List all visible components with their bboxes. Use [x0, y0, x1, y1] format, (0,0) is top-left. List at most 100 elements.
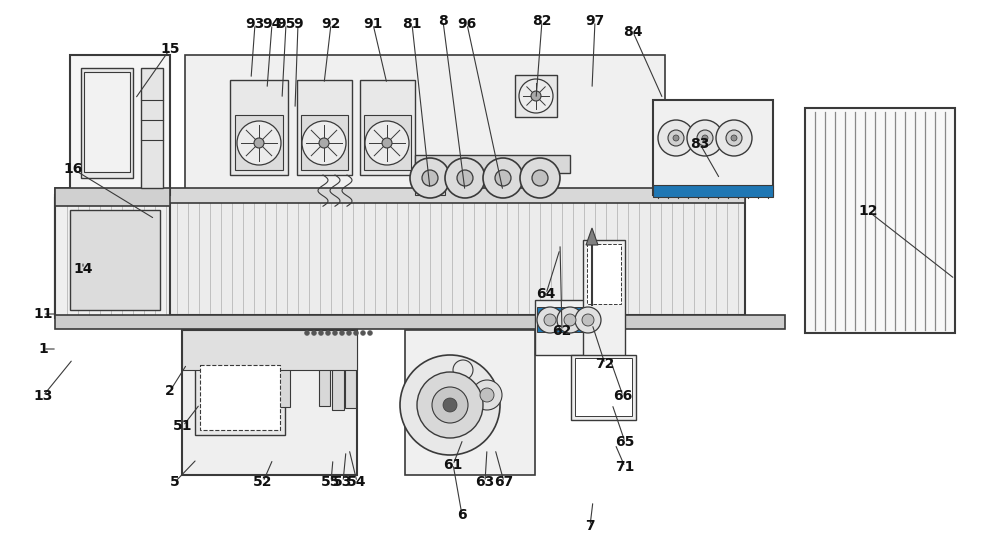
Circle shape	[495, 170, 511, 186]
Circle shape	[422, 170, 438, 186]
Bar	[55, 198, 170, 318]
Circle shape	[365, 121, 409, 165]
Circle shape	[453, 360, 473, 380]
Circle shape	[311, 330, 316, 335]
Circle shape	[697, 130, 713, 146]
Circle shape	[302, 121, 346, 165]
Bar	[185, 55, 665, 195]
Circle shape	[339, 330, 344, 335]
Text: 66: 66	[613, 389, 633, 403]
Text: 8: 8	[438, 14, 448, 28]
Bar	[364, 115, 411, 170]
Text: 97: 97	[585, 14, 605, 28]
Circle shape	[582, 314, 594, 326]
Circle shape	[658, 120, 694, 156]
Circle shape	[731, 135, 737, 141]
Bar	[268, 355, 290, 407]
Bar	[230, 80, 288, 175]
Circle shape	[237, 121, 281, 165]
Bar	[587, 244, 621, 304]
Circle shape	[520, 158, 560, 198]
Circle shape	[544, 314, 556, 326]
Circle shape	[519, 79, 553, 113]
Circle shape	[480, 388, 494, 402]
Text: 83: 83	[690, 137, 710, 151]
Polygon shape	[586, 228, 598, 245]
Bar	[653, 100, 773, 195]
Text: 55: 55	[321, 475, 341, 489]
Circle shape	[702, 135, 708, 141]
Bar	[583, 240, 625, 360]
Bar	[345, 352, 356, 408]
Bar	[182, 330, 357, 370]
Bar	[653, 185, 773, 197]
Circle shape	[353, 330, 358, 335]
Text: 81: 81	[402, 17, 422, 31]
Bar	[200, 365, 280, 430]
Text: 54: 54	[347, 475, 367, 489]
Text: 95: 95	[276, 17, 296, 31]
Bar	[415, 155, 570, 173]
Text: 84: 84	[623, 25, 643, 39]
Bar	[182, 330, 357, 475]
Bar	[297, 80, 352, 175]
Text: 16: 16	[63, 162, 83, 176]
Circle shape	[346, 330, 351, 335]
Text: 94: 94	[262, 17, 282, 31]
Text: 2: 2	[165, 384, 175, 398]
Circle shape	[575, 307, 601, 333]
Bar	[70, 210, 160, 310]
Text: 5: 5	[170, 475, 180, 489]
Text: 1: 1	[38, 342, 48, 356]
Bar	[332, 350, 344, 410]
Circle shape	[410, 158, 450, 198]
Bar	[55, 195, 745, 315]
Bar	[141, 68, 163, 188]
Text: 53: 53	[333, 475, 353, 489]
Circle shape	[367, 330, 372, 335]
Bar	[55, 188, 745, 203]
Circle shape	[532, 170, 548, 186]
Bar	[301, 115, 348, 170]
Bar	[405, 330, 535, 475]
Circle shape	[687, 120, 723, 156]
Circle shape	[716, 120, 752, 156]
Bar	[537, 307, 612, 332]
Text: 91: 91	[363, 17, 383, 31]
Circle shape	[400, 355, 500, 455]
Circle shape	[726, 130, 742, 146]
Text: 72: 72	[595, 357, 615, 371]
Circle shape	[673, 135, 679, 141]
Bar	[81, 68, 133, 178]
Bar	[235, 115, 283, 170]
Bar	[535, 300, 615, 355]
Circle shape	[325, 330, 330, 335]
Circle shape	[382, 138, 392, 148]
Text: 52: 52	[253, 475, 273, 489]
Circle shape	[432, 387, 468, 423]
Text: 65: 65	[615, 435, 635, 449]
Circle shape	[360, 330, 365, 335]
Bar	[55, 315, 785, 329]
Circle shape	[254, 138, 264, 148]
Text: 14: 14	[73, 262, 93, 276]
Text: 64: 64	[536, 287, 556, 301]
Circle shape	[472, 380, 502, 410]
Circle shape	[318, 330, 323, 335]
Text: 82: 82	[532, 14, 552, 28]
Text: 6: 6	[457, 508, 467, 522]
Text: 13: 13	[33, 389, 53, 403]
Text: 62: 62	[552, 324, 572, 338]
Text: 15: 15	[160, 42, 180, 56]
Circle shape	[332, 330, 337, 335]
Circle shape	[445, 158, 485, 198]
Text: 63: 63	[475, 475, 495, 489]
Bar	[55, 188, 170, 206]
Circle shape	[304, 330, 309, 335]
Bar	[515, 75, 557, 117]
Text: 11: 11	[33, 307, 53, 321]
Circle shape	[457, 170, 473, 186]
Text: 12: 12	[858, 204, 878, 218]
Text: 71: 71	[615, 460, 635, 474]
Bar	[70, 55, 170, 195]
